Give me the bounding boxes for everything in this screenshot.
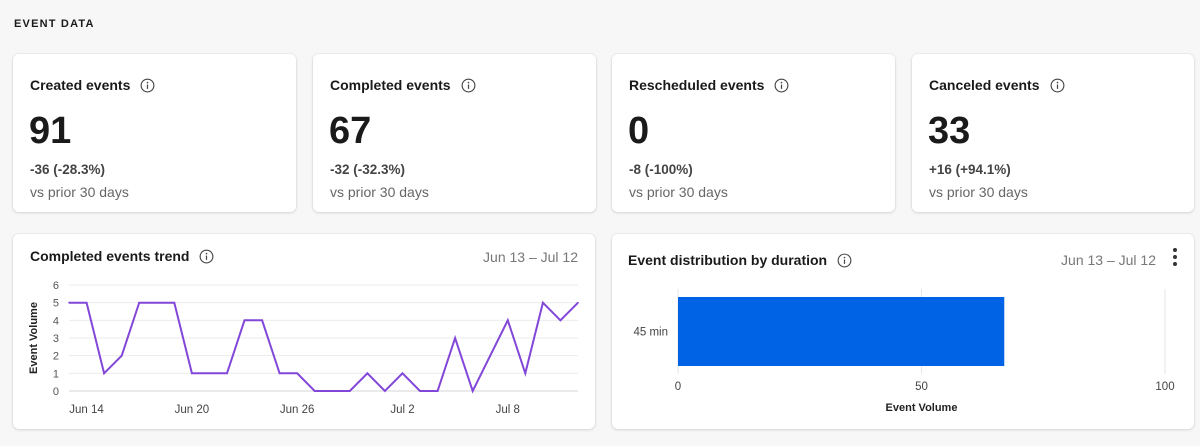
stat-title-wrap: Completed events [330, 77, 476, 93]
data-point [261, 319, 263, 322]
data-point [542, 301, 544, 304]
series-line [69, 300, 579, 394]
date-range: Jun 13 – Jul 12 [1061, 252, 1156, 268]
data-point [401, 372, 404, 375]
info-icon[interactable] [199, 249, 214, 264]
chart-title: Completed events trend [30, 248, 190, 264]
y-tick-label: 3 [53, 333, 59, 345]
chart-title: Event distribution by duration [628, 252, 828, 268]
data-point [155, 301, 158, 304]
info-icon[interactable] [140, 78, 155, 93]
data-point [138, 301, 141, 304]
stat-title-wrap: Canceled events [929, 77, 1065, 93]
info-icon[interactable] [1050, 78, 1065, 93]
distribution-bar-chart: 0 50 100 45 min Event Volume [633, 289, 1175, 414]
y-axis-label: Event Volume [28, 302, 40, 374]
x-tick-label: Jun 20 [175, 404, 210, 416]
stat-card-rescheduled: Rescheduled events 0 -8 (-100%) vs prior… [612, 54, 895, 212]
data-point [173, 301, 176, 304]
stat-delta: +16 (+94.1%) [929, 162, 1011, 177]
stat-comparison: vs prior 30 days [629, 184, 728, 200]
stat-title: Completed events [330, 77, 451, 93]
y-tick-label: 2 [53, 351, 59, 363]
info-icon[interactable] [774, 78, 789, 93]
stat-comparison: vs prior 30 days [330, 184, 429, 200]
info-icon[interactable] [461, 78, 476, 93]
stat-card-created: Created events 91 -36 (-28.3%) vs prior … [13, 54, 296, 212]
x-tick-label: 0 [675, 381, 681, 393]
data-point [349, 390, 351, 392]
data-point [471, 390, 474, 392]
bar [678, 297, 1005, 366]
data-point [331, 390, 334, 392]
data-point [577, 301, 579, 304]
data-point [419, 390, 421, 392]
x-tick-label: Jun 14 [69, 404, 104, 416]
kebab-menu-icon[interactable] [1170, 248, 1180, 270]
data-point [559, 319, 562, 322]
stat-title-wrap: Created events [30, 77, 155, 93]
data-point [436, 390, 439, 392]
x-tick-label: 100 [1155, 381, 1174, 393]
x-tick-label: Jul 8 [496, 404, 520, 416]
stat-delta: -8 (-100%) [629, 162, 693, 177]
data-point [384, 390, 386, 392]
data-point [278, 372, 281, 375]
data-point [68, 301, 70, 304]
x-tick-label: Jun 26 [280, 404, 315, 416]
stat-card-canceled: Canceled events 33 +16 (+94.1%) vs prior… [912, 54, 1194, 212]
y-tick-label: 4 [53, 315, 59, 327]
stat-value: 67 [329, 110, 372, 152]
data-point [191, 372, 193, 375]
trend-line-chart: 0 1 2 3 4 5 6 Event Volume Jun 14 Jun 20 Jun 26 Jul… [28, 280, 579, 416]
data-point [454, 337, 456, 339]
stat-card-completed: Completed events 67 -32 (-32.3%) vs prio… [313, 54, 596, 212]
data-point [120, 354, 123, 357]
y-tick-label: 5 [53, 298, 59, 310]
stat-value: 33 [928, 110, 971, 152]
data-point [243, 319, 246, 322]
stat-delta: -36 (-28.3%) [30, 162, 106, 177]
data-point [489, 354, 492, 357]
stat-comparison: vs prior 30 days [30, 184, 129, 200]
category-label: 45 min [633, 327, 668, 339]
data-point [366, 372, 369, 375]
stat-value: 0 [628, 110, 650, 152]
data-point [226, 372, 228, 375]
stat-delta: -32 (-32.3%) [330, 162, 406, 177]
data-point [296, 372, 298, 375]
stat-title: Canceled events [929, 77, 1040, 93]
distribution-chart-card: Event distribution by duration Jun 13 – … [612, 234, 1194, 429]
stat-title: Created events [30, 77, 131, 93]
stat-value: 91 [29, 110, 72, 152]
x-tick-label: Jul 2 [390, 404, 414, 416]
data-point [524, 372, 527, 375]
y-tick-label: 0 [53, 386, 59, 398]
data-point [85, 301, 88, 304]
stat-title-wrap: Rescheduled events [629, 77, 789, 93]
chart-title-wrap: Completed events trend [30, 248, 214, 264]
x-axis-label: Event Volume [886, 402, 958, 414]
date-range: Jun 13 – Jul 12 [483, 249, 578, 265]
data-point [506, 319, 509, 322]
stat-comparison: vs prior 30 days [929, 184, 1028, 200]
data-point [208, 372, 211, 375]
y-tick-label: 1 [53, 368, 59, 380]
info-icon[interactable] [837, 253, 852, 268]
x-tick-label: 50 [915, 381, 928, 393]
data-point [313, 390, 316, 392]
stat-title: Rescheduled events [629, 77, 765, 93]
chart-title-wrap: Event distribution by duration [628, 252, 852, 268]
data-point [103, 372, 105, 375]
trend-chart-card: Completed events trend Jun 13 – Jul 12 0… [13, 234, 595, 429]
section-title: EVENT DATA [14, 18, 95, 30]
y-tick-label: 6 [53, 280, 59, 292]
